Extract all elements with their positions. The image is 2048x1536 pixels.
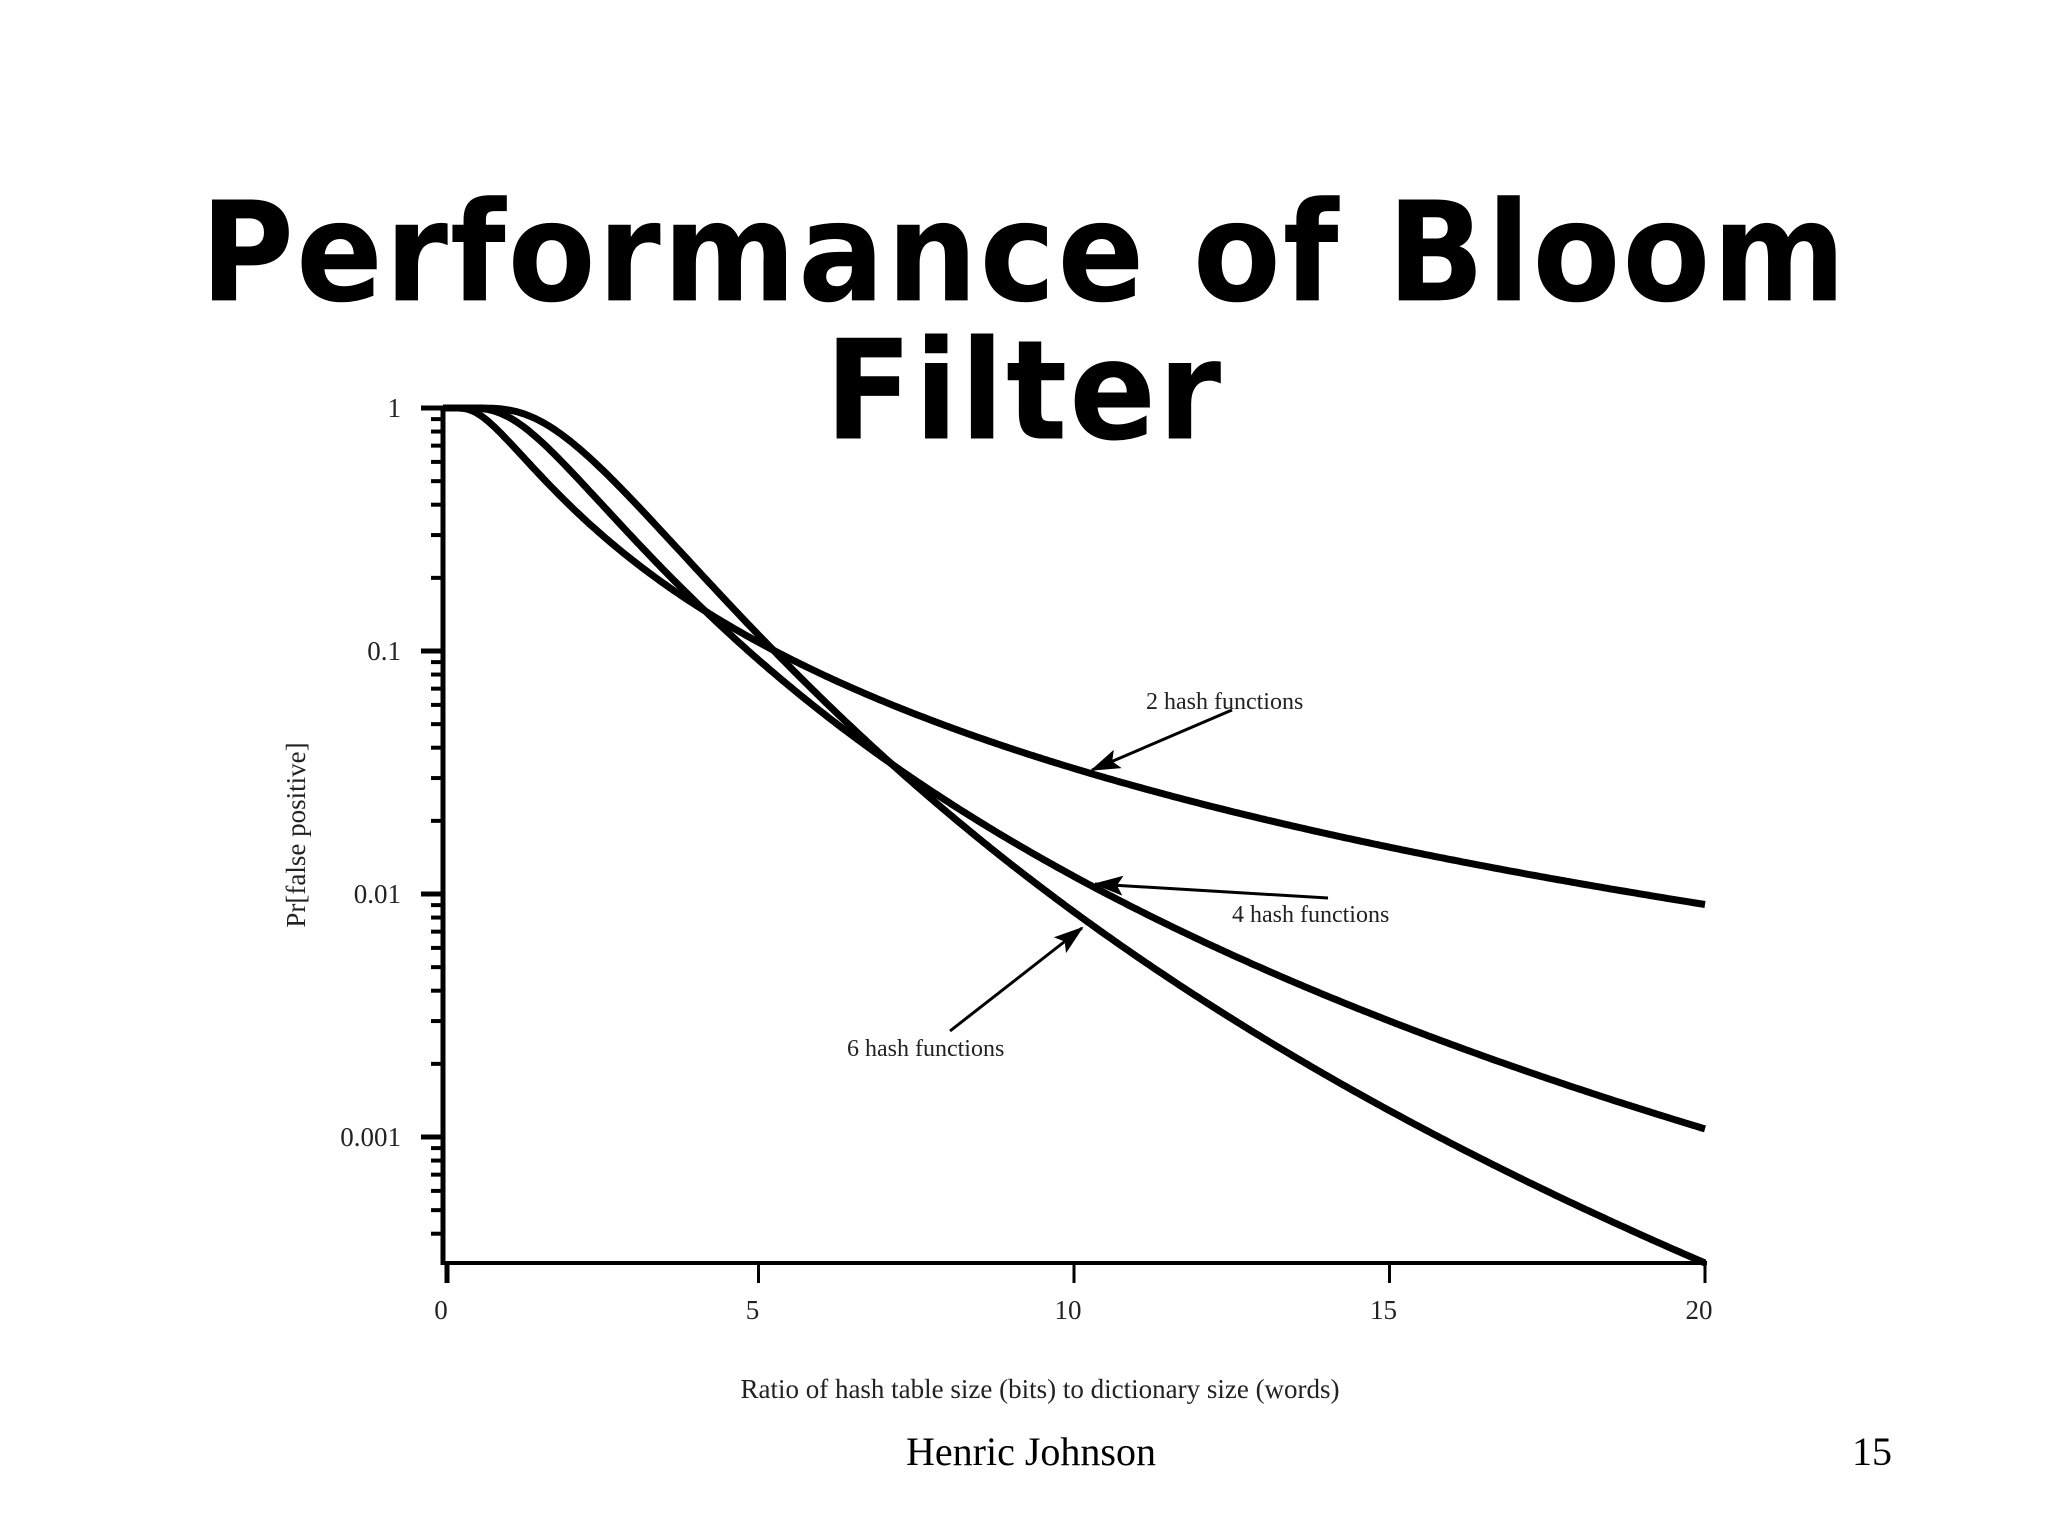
chart-axes: 1 0.1 0.01 0.001 0 5 10 15 20 bbox=[340, 393, 1712, 1325]
series-line-6-hash bbox=[440, 404, 1707, 1267]
x-tick-label: 5 bbox=[746, 1295, 760, 1325]
chart-annotations: 2 hash functions 4 hash functions 6 hash f… bbox=[847, 689, 1389, 1062]
series-line-2-hash bbox=[440, 404, 1706, 908]
annotation-arrow bbox=[949, 926, 1084, 1033]
series-line-4-hash bbox=[440, 404, 1706, 1133]
footer-author: Henric Johnson bbox=[906, 1429, 1156, 1474]
annotation-arrow bbox=[1093, 875, 1329, 900]
x-tick-label: 0 bbox=[434, 1295, 448, 1325]
x-tick-label: 15 bbox=[1370, 1295, 1397, 1325]
x-tick-label: 10 bbox=[1055, 1295, 1082, 1325]
x-tick-label: 20 bbox=[1686, 1295, 1713, 1325]
chart-curves bbox=[440, 404, 1707, 1267]
y-tick-label: 0.001 bbox=[340, 1122, 401, 1152]
y-tick-label: 0.01 bbox=[354, 879, 401, 909]
series-annotation-label: 6 hash functions bbox=[847, 1036, 1004, 1062]
series-annotation-label: 2 hash functions bbox=[1146, 689, 1303, 715]
series-annotation-label: 4 hash functions bbox=[1232, 902, 1389, 928]
y-tick-label: 1 bbox=[388, 393, 402, 423]
annotation-arrow bbox=[1090, 708, 1233, 772]
y-tick-label: 0.1 bbox=[367, 636, 401, 666]
x-axis-label: Ratio of hash table size (bits) to dicti… bbox=[740, 1374, 1339, 1404]
page-number: 15 bbox=[1852, 1429, 1892, 1474]
slide-title: Performance of Bloom Filter bbox=[200, 172, 1848, 473]
y-axis-label: Pr[false positive] bbox=[281, 742, 311, 927]
